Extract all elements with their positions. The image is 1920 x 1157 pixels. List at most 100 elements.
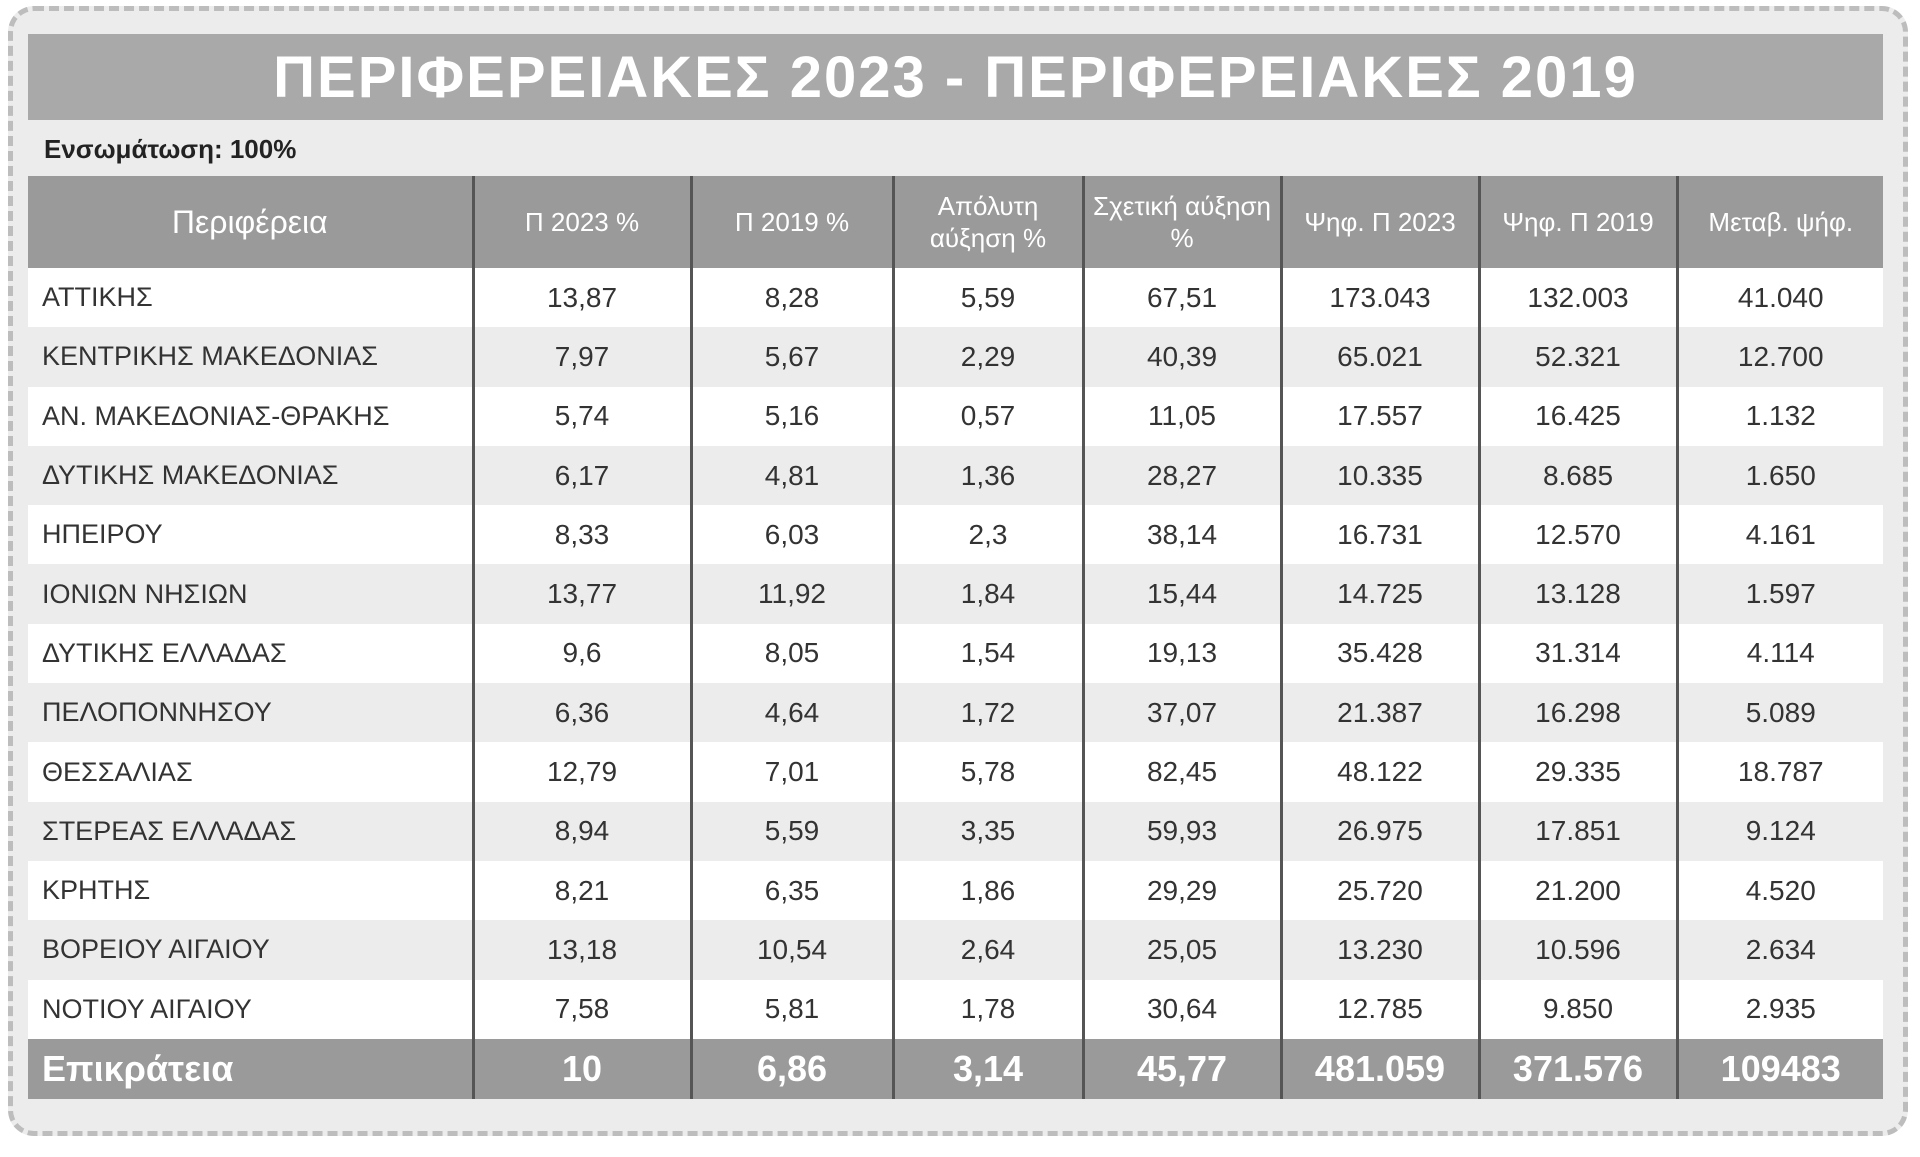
table-row: ΗΠΕΙΡΟΥ 8,33 6,03 2,3 38,14 16.731 12.570 4.161 — [28, 505, 1883, 565]
value-cell: 40,39 — [1081, 327, 1281, 387]
region-name-cell: ΠΕΛΟΠΟΝΝΗΣΟΥ — [28, 683, 473, 743]
value-cell: 9.850 — [1477, 979, 1677, 1039]
total-label: Επικράτεια — [28, 1038, 473, 1099]
header-votes-2023: Ψηφ. Π 2023 — [1279, 176, 1479, 268]
header-p2019-pct: Π 2019 % — [689, 176, 893, 268]
value-cell: 59,93 — [1081, 801, 1281, 861]
value-cell: 30,64 — [1081, 979, 1281, 1039]
value-cell: 7,01 — [689, 742, 893, 802]
value-cell: 2.935 — [1675, 979, 1883, 1039]
value-cell: 19,13 — [1081, 623, 1281, 684]
region-name-cell: ΑΝ. ΜΑΚΕΔΟΝΙΑΣ-ΘΡΑΚΗΣ — [28, 386, 473, 446]
value-cell: 1,54 — [891, 623, 1083, 684]
region-name-cell: ΙΟΝΙΩΝ ΝΗΣΙΩΝ — [28, 564, 473, 624]
value-cell: 37,07 — [1081, 683, 1281, 743]
value-cell: 16.425 — [1477, 386, 1677, 446]
header-region: Περιφέρεια — [28, 176, 473, 268]
region-name-cell: ΑΤΤΙΚΗΣ — [28, 268, 473, 328]
header-row: Περιφέρεια Π 2023 % Π 2019 % Απόλυτη αύξ… — [28, 176, 1883, 268]
value-cell: 8,21 — [471, 860, 691, 921]
table-row: ΚΡΗΤΗΣ 8,21 6,35 1,86 29,29 25.720 21.200 4.520 — [28, 860, 1883, 921]
table-row: ΙΟΝΙΩΝ ΝΗΣΙΩΝ 13,77 11,92 1,84 15,44 14.725 13… — [28, 564, 1883, 624]
table-row: ΑΝ. ΜΑΚΕΔΟΝΙΑΣ-ΘΡΑΚΗΣ 5,74 5,16 0,57 11,05 17… — [28, 386, 1883, 446]
value-cell: 21.200 — [1477, 860, 1677, 921]
total-cell: 45,77 — [1081, 1038, 1281, 1099]
region-name-cell: ΒΟΡΕΙΟΥ ΑΙΓΑΙΟΥ — [28, 920, 473, 980]
value-cell: 29,29 — [1081, 860, 1281, 921]
value-cell: 2,3 — [891, 505, 1083, 565]
total-cell: 109483 — [1675, 1038, 1883, 1099]
value-cell: 5,16 — [689, 386, 893, 446]
value-cell: 6,03 — [689, 505, 893, 565]
value-cell: 8,33 — [471, 505, 691, 565]
value-cell: 82,45 — [1081, 742, 1281, 802]
header-absolute-increase: Απόλυτη αύξηση % — [891, 176, 1083, 268]
value-cell: 5,74 — [471, 386, 691, 446]
region-name-cell: ΔΥΤΙΚΗΣ ΕΛΛΑΔΑΣ — [28, 623, 473, 684]
value-cell: 5,67 — [689, 327, 893, 387]
value-cell: 67,51 — [1081, 268, 1281, 328]
value-cell: 1,78 — [891, 979, 1083, 1039]
value-cell: 21.387 — [1279, 683, 1479, 743]
table-title: ΠΕΡΙΦΕΡΕΙΑΚΕΣ 2023 - ΠΕΡΙΦΕΡΕΙΑΚΕΣ 2019 — [28, 34, 1883, 120]
value-cell: 12.700 — [1675, 327, 1883, 387]
table-row: ΔΥΤΙΚΗΣ ΜΑΚΕΔΟΝΙΑΣ 6,17 4,81 1,36 28,27 10.33… — [28, 445, 1883, 506]
header-p2023-pct: Π 2023 % — [471, 176, 691, 268]
value-cell: 5,78 — [891, 742, 1083, 802]
value-cell: 2,64 — [891, 920, 1083, 980]
value-cell: 4,64 — [689, 683, 893, 743]
total-cell: 481.059 — [1279, 1038, 1479, 1099]
value-cell: 17.851 — [1477, 801, 1677, 861]
value-cell: 35.428 — [1279, 623, 1479, 684]
value-cell: 8,05 — [689, 623, 893, 684]
value-cell: 12.785 — [1279, 979, 1479, 1039]
value-cell: 5,59 — [689, 801, 893, 861]
value-cell: 6,17 — [471, 445, 691, 506]
header-relative-increase: Σχετική αύξηση % — [1081, 176, 1281, 268]
value-cell: 10.335 — [1279, 445, 1479, 506]
region-name-cell: ΚΕΝΤΡΙΚΗΣ ΜΑΚΕΔΟΝΙΑΣ — [28, 327, 473, 387]
value-cell: 2,29 — [891, 327, 1083, 387]
value-cell: 1.650 — [1675, 445, 1883, 506]
table-row: ΠΕΛΟΠΟΝΝΗΣΟΥ 6,36 4,64 1,72 37,07 21.387 16.29… — [28, 683, 1883, 743]
table-row: ΔΥΤΙΚΗΣ ΕΛΛΑΔΑΣ 9,6 8,05 1,54 19,13 35.428 31.… — [28, 623, 1883, 684]
region-name-cell: ΣΤΕΡΕΑΣ ΕΛΛΑΔΑΣ — [28, 801, 473, 861]
region-name-cell: ΝΟΤΙΟΥ ΑΙΓΑΙΟΥ — [28, 979, 473, 1039]
header-votes-2019: Ψηφ. Π 2019 — [1477, 176, 1677, 268]
total-row: Επικράτεια 10 6,86 3,14 45,77 481.059 37… — [28, 1038, 1883, 1099]
coverage-note: Ενσωμάτωση: 100% — [44, 134, 297, 164]
value-cell: 13.230 — [1279, 920, 1479, 980]
value-cell: 173.043 — [1279, 268, 1479, 328]
value-cell: 11,05 — [1081, 386, 1281, 446]
results-table: Περιφέρεια Π 2023 % Π 2019 % Απόλυτη αύξ… — [28, 176, 1883, 1099]
region-name-cell: ΘΕΣΣΑΛΙΑΣ — [28, 742, 473, 802]
value-cell: 13.128 — [1477, 564, 1677, 624]
value-cell: 12.570 — [1477, 505, 1677, 565]
value-cell: 3,35 — [891, 801, 1083, 861]
value-cell: 4.114 — [1675, 623, 1883, 684]
value-cell: 4.161 — [1675, 505, 1883, 565]
total-cell: 6,86 — [689, 1038, 893, 1099]
table-row: ΣΤΕΡΕΑΣ ΕΛΛΑΔΑΣ 8,94 5,59 3,35 59,93 26.975 17… — [28, 801, 1883, 861]
region-name-cell: ΗΠΕΙΡΟΥ — [28, 505, 473, 565]
value-cell: 5.089 — [1675, 683, 1883, 743]
value-cell: 7,58 — [471, 979, 691, 1039]
value-cell: 9.124 — [1675, 801, 1883, 861]
value-cell: 17.557 — [1279, 386, 1479, 446]
region-name-cell: ΚΡΗΤΗΣ — [28, 860, 473, 921]
value-cell: 16.731 — [1279, 505, 1479, 565]
value-cell: 18.787 — [1675, 742, 1883, 802]
value-cell: 14.725 — [1279, 564, 1479, 624]
value-cell: 9,6 — [471, 623, 691, 684]
value-cell: 41.040 — [1675, 268, 1883, 328]
value-cell: 26.975 — [1279, 801, 1479, 861]
value-cell: 5,81 — [689, 979, 893, 1039]
value-cell: 11,92 — [689, 564, 893, 624]
region-name-cell: ΔΥΤΙΚΗΣ ΜΑΚΕΔΟΝΙΑΣ — [28, 445, 473, 506]
value-cell: 13,87 — [471, 268, 691, 328]
value-cell: 5,59 — [891, 268, 1083, 328]
table-row: ΚΕΝΤΡΙΚΗΣ ΜΑΚΕΔΟΝΙΑΣ 7,97 5,67 2,29 40,39 65.… — [28, 327, 1883, 387]
total-cell: 371.576 — [1477, 1038, 1677, 1099]
header-votes-change: Μεταβ. ψήφ. — [1675, 176, 1883, 268]
table-row: ΘΕΣΣΑΛΙΑΣ 12,79 7,01 5,78 82,45 48.122 29.335 1… — [28, 742, 1883, 802]
